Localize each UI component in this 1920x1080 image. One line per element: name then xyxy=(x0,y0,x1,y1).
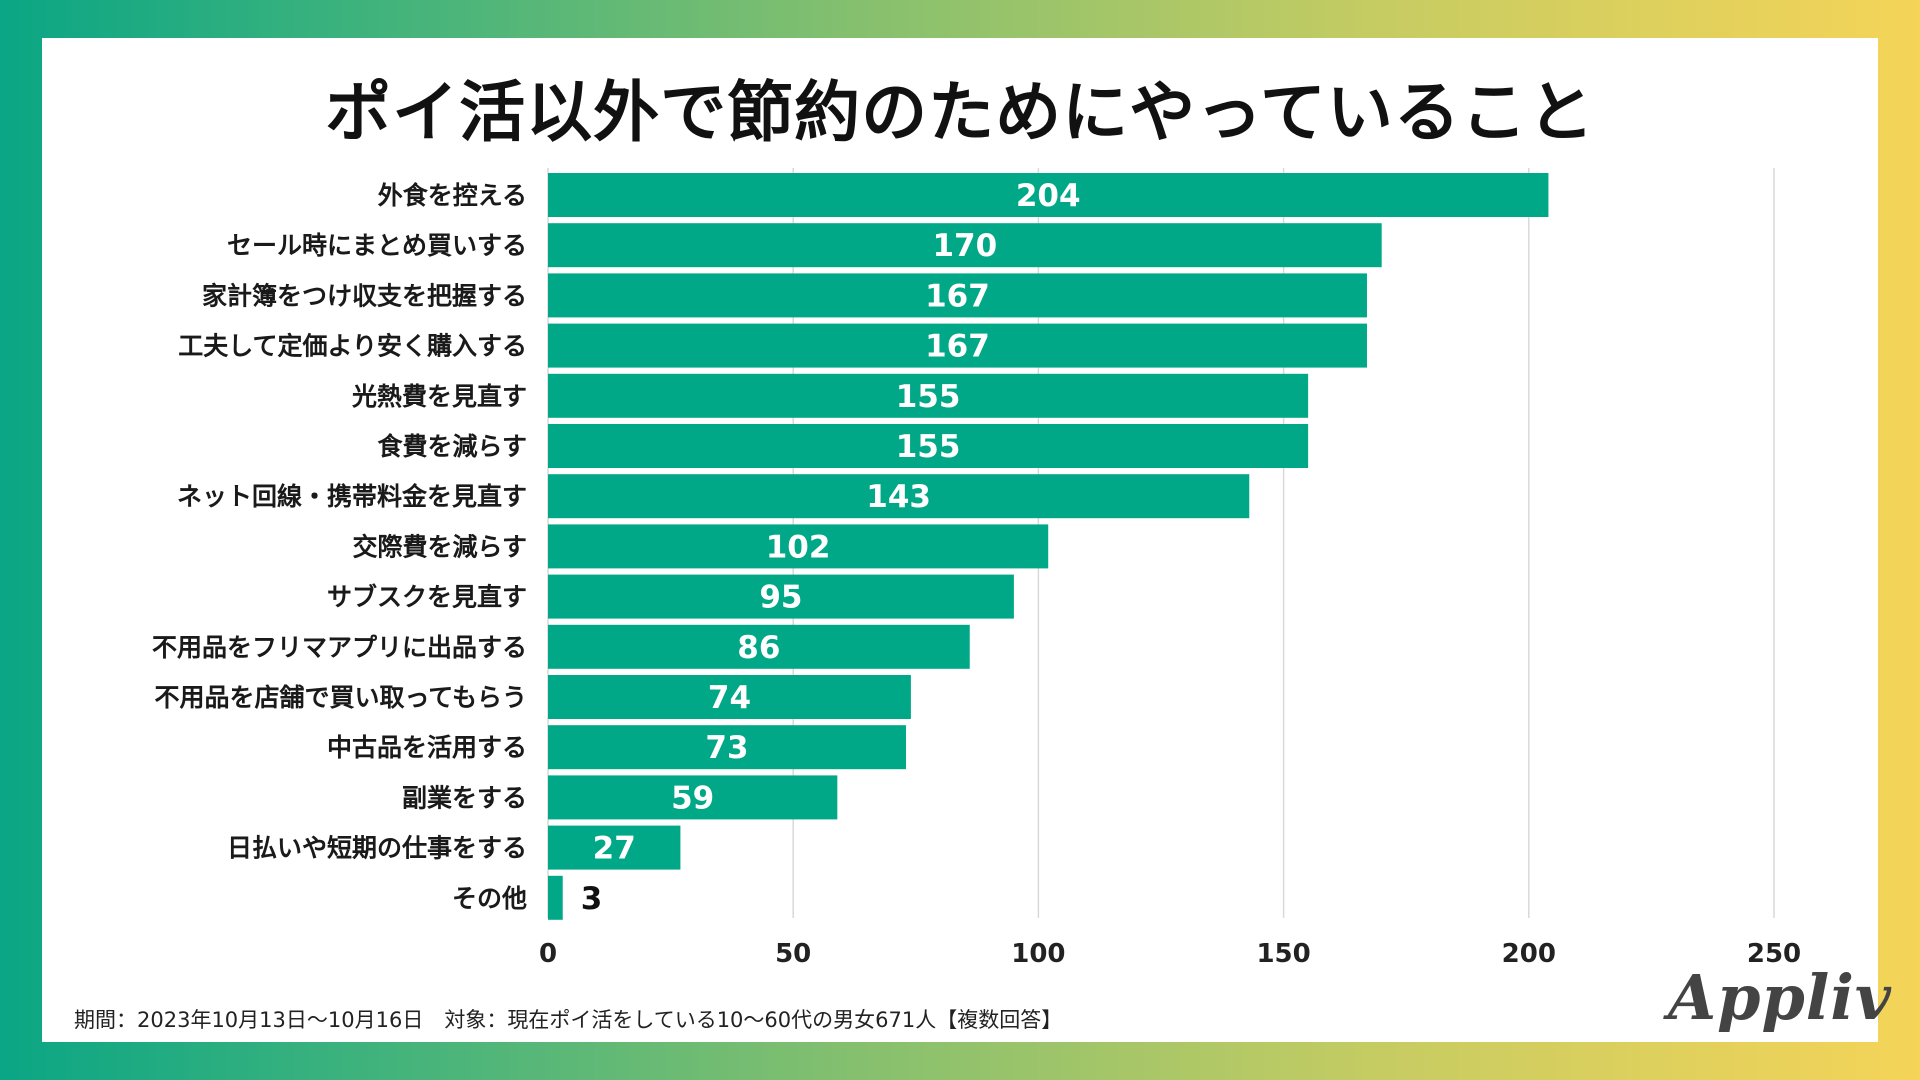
category-label: 外食を控える xyxy=(378,181,527,210)
value-label: 3 xyxy=(581,881,603,917)
chart-title: ポイ活以外で節約のためにやっていること xyxy=(325,74,1595,151)
value-label: 59 xyxy=(671,780,714,816)
x-tick-label: 200 xyxy=(1502,939,1556,969)
value-label: 155 xyxy=(896,429,961,465)
x-tick-label: 150 xyxy=(1256,939,1310,969)
value-label: 73 xyxy=(705,730,748,766)
bar xyxy=(548,323,1367,368)
x-tick-label: 100 xyxy=(1011,939,1065,969)
bar xyxy=(548,775,838,820)
bar xyxy=(548,223,1382,268)
category-label: 中古品を活用する xyxy=(327,733,527,762)
value-label: 167 xyxy=(925,329,990,365)
category-label: 交際費を減らす xyxy=(352,532,527,561)
value-label: 86 xyxy=(737,630,780,666)
value-label: 170 xyxy=(932,228,997,264)
value-label: 27 xyxy=(593,831,636,867)
category-label: 副業をする xyxy=(402,783,527,812)
category-label: その他 xyxy=(452,884,527,913)
value-label: 143 xyxy=(866,479,931,515)
value-label: 167 xyxy=(925,278,990,314)
category-label: 日払いや短期の仕事をする xyxy=(227,834,527,863)
category-label: 不用品をフリマアプリに出品する xyxy=(152,633,527,662)
category-label: セール時にまとめ買いする xyxy=(227,231,527,260)
bar xyxy=(548,875,563,920)
category-labels: 外食を控えるセール時にまとめ買いする家計簿をつけ収支を把握する工夫して定価より安… xyxy=(152,181,527,913)
value-label: 74 xyxy=(708,680,751,716)
category-label: 家計簿をつけ収支を把握する xyxy=(202,281,527,310)
bar xyxy=(548,474,1250,519)
bar xyxy=(548,424,1309,468)
x-axis-ticks: 0 50 100 150 200 250 xyxy=(539,939,1801,969)
category-label: 光熱費を見直す xyxy=(351,382,527,411)
value-label: 102 xyxy=(766,529,831,565)
bars xyxy=(548,173,1549,920)
bar xyxy=(548,574,1014,619)
x-tick-label: 0 xyxy=(539,939,557,969)
survey-footnote: 期間：2023年10月13日～10月16日 対象：現在ポイ活をしている10～60… xyxy=(74,1008,1063,1032)
category-label: ネット回線・携帯料金を見直す xyxy=(177,482,527,511)
bar xyxy=(548,825,681,870)
category-label: 工夫して定価より安く購入する xyxy=(178,332,527,361)
bar xyxy=(548,675,911,719)
category-label: サブスクを見直す xyxy=(327,583,527,612)
bar xyxy=(548,624,970,669)
value-label: 95 xyxy=(759,580,802,616)
category-label: 食費を減らす xyxy=(377,432,527,461)
bar xyxy=(548,373,1309,418)
x-tick-label: 50 xyxy=(775,939,811,969)
bar xyxy=(548,173,1549,217)
x-tick-label: 250 xyxy=(1747,939,1801,969)
bar xyxy=(548,273,1367,318)
bar xyxy=(548,524,1049,569)
value-labels: 204 170 167 167 155 155 143 102 95 86 74 73 59 27 3 xyxy=(581,178,1081,917)
value-label: 155 xyxy=(896,379,961,415)
category-label: 不用品を店舗で買い取ってもらう xyxy=(154,683,527,712)
value-label: 204 xyxy=(1016,178,1081,214)
applive-logo: Appliv xyxy=(1668,961,1892,1034)
bar xyxy=(548,725,906,770)
